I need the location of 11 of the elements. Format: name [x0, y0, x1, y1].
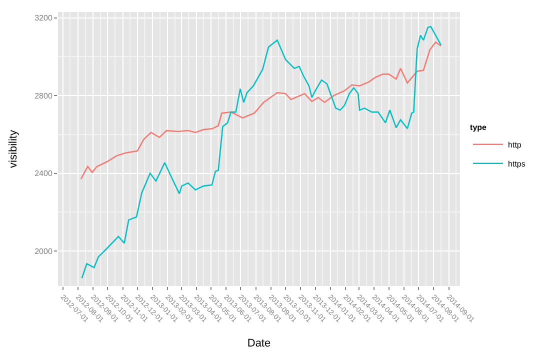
y-axis-title: visibility [7, 130, 20, 168]
x-axis-title: Date [247, 337, 271, 350]
legend-label: https [508, 160, 526, 169]
legend-title: type [470, 122, 488, 132]
y-tick-label: 2400 [34, 169, 53, 178]
y-tick-label: 2800 [34, 91, 53, 100]
line-series [81, 26, 442, 279]
y-tick-label: 3200 [34, 14, 53, 23]
legend-label: http [508, 140, 522, 150]
y-tick-label: 2000 [34, 246, 53, 256]
line-series [80, 41, 442, 180]
